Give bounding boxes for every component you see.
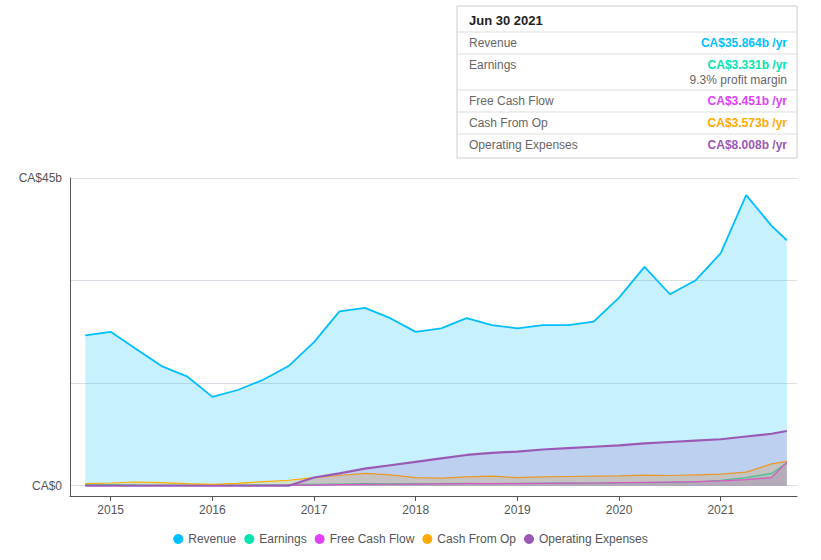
svg-text:Earnings: Earnings: [469, 58, 516, 72]
svg-text:CA$35.864b /yr: CA$35.864b /yr: [701, 36, 787, 50]
svg-text:Free Cash Flow: Free Cash Flow: [330, 532, 415, 546]
svg-text:Operating Expenses: Operating Expenses: [469, 138, 578, 152]
svg-text:2018: 2018: [402, 503, 429, 517]
svg-text:Earnings: Earnings: [259, 532, 306, 546]
svg-text:2016: 2016: [199, 503, 226, 517]
svg-text:CA$3.331b /yr: CA$3.331b /yr: [708, 58, 788, 72]
svg-text:2021: 2021: [707, 503, 734, 517]
svg-text:CA$3.451b /yr: CA$3.451b /yr: [708, 94, 788, 108]
svg-text:2020: 2020: [606, 503, 633, 517]
svg-text:Revenue: Revenue: [469, 36, 517, 50]
svg-text:2017: 2017: [301, 503, 328, 517]
svg-text:9.3% profit margin: 9.3% profit margin: [690, 73, 787, 87]
svg-text:CA$8.008b /yr: CA$8.008b /yr: [708, 138, 788, 152]
svg-text:Revenue: Revenue: [188, 532, 236, 546]
svg-text:CA$45b: CA$45b: [19, 171, 63, 185]
svg-text:Cash From Op: Cash From Op: [469, 116, 548, 130]
svg-text:Operating Expenses: Operating Expenses: [539, 532, 648, 546]
svg-text:Jun 30 2021: Jun 30 2021: [469, 13, 543, 28]
svg-text:2019: 2019: [504, 503, 531, 517]
svg-text:2015: 2015: [97, 503, 124, 517]
svg-text:CA$0: CA$0: [32, 479, 62, 493]
svg-text:Free Cash Flow: Free Cash Flow: [469, 94, 554, 108]
svg-text:CA$3.573b /yr: CA$3.573b /yr: [708, 116, 788, 130]
svg-text:Cash From Op: Cash From Op: [437, 532, 516, 546]
